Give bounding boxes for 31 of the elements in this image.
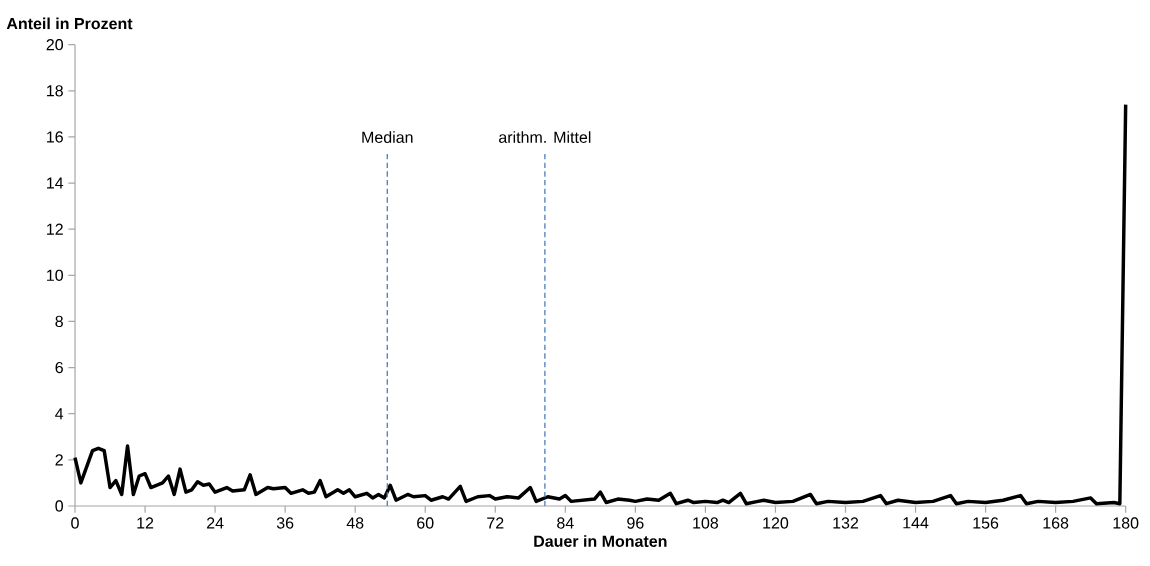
- x-tick-label: 120: [763, 517, 789, 529]
- x-tick-label: 72: [487, 517, 504, 529]
- ref-line-label: arithm. Mittel: [499, 131, 591, 143]
- y-tick-label: 4: [55, 408, 64, 420]
- y-tick-label: 0: [55, 500, 64, 512]
- y-axis-title: Anteil in Prozent: [6, 17, 133, 30]
- x-tick-label: 96: [627, 517, 644, 529]
- y-tick-label: 8: [55, 315, 63, 328]
- y-tick-label: 20: [46, 39, 64, 51]
- x-tick-label: 144: [903, 517, 929, 529]
- x-tick-label: 132: [833, 517, 859, 529]
- ref-line-label: Median: [362, 131, 413, 143]
- y-tick-label: 14: [47, 177, 64, 189]
- x-tick-label: 12: [137, 517, 154, 529]
- x-tick-label: 48: [346, 517, 364, 529]
- x-tick-label: 84: [557, 517, 574, 529]
- x-tick-label: 180: [1113, 517, 1139, 529]
- y-tick-label: 6: [55, 361, 63, 374]
- y-tick-label: 10: [47, 269, 64, 281]
- x-tick-label: 108: [693, 517, 719, 529]
- x-tick-label: 24: [206, 517, 224, 529]
- y-tick-label: 16: [47, 131, 63, 143]
- y-tick-label: 18: [47, 85, 63, 97]
- x-tick-label: 156: [973, 517, 999, 529]
- x-tick-label: 36: [276, 517, 294, 529]
- x-axis-title: Dauer in Monaten: [534, 535, 667, 547]
- x-tick-label: 168: [1043, 517, 1069, 529]
- y-tick-label: 12: [47, 223, 63, 235]
- x-tick-label: 60: [417, 517, 434, 529]
- x-tick-label: 0: [71, 517, 79, 529]
- y-tick-label: 2: [55, 454, 63, 466]
